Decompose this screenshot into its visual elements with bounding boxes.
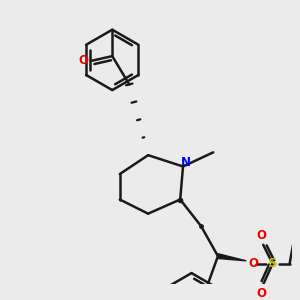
Text: N: N — [181, 156, 191, 169]
Text: S: S — [268, 257, 278, 270]
Text: O: O — [256, 229, 266, 242]
Text: O: O — [256, 287, 266, 300]
Polygon shape — [218, 254, 246, 261]
Text: O: O — [78, 54, 88, 67]
Text: O: O — [249, 257, 259, 270]
